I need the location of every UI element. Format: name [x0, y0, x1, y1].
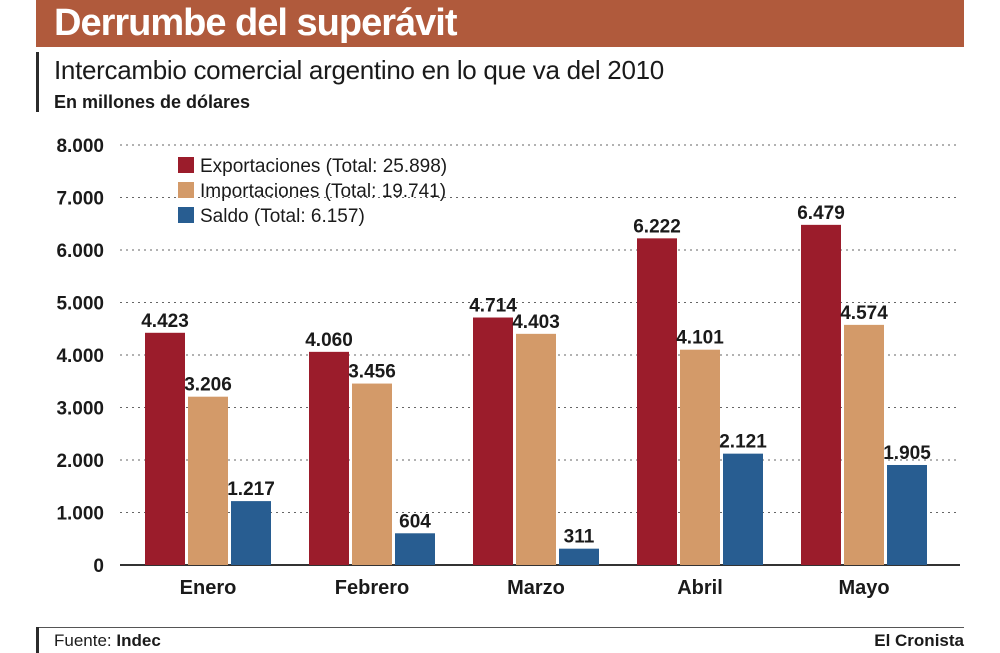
bar — [887, 464, 927, 565]
source-value: Indec — [116, 631, 161, 650]
legend-label: Saldo (Total: 6.157) — [200, 206, 365, 227]
bar — [844, 324, 884, 565]
bar — [188, 396, 228, 565]
bar — [680, 349, 720, 565]
title-accent-line — [36, 52, 39, 112]
y-tick-label: 6.000 — [56, 241, 104, 262]
x-tick-label: Mayo — [838, 577, 889, 599]
bar-value-label: 6.479 — [797, 203, 845, 224]
bar — [395, 533, 435, 565]
bar-value-label: 3.456 — [348, 362, 396, 383]
bar-value-label: 311 — [564, 527, 595, 548]
x-tick-label: Febrero — [335, 577, 409, 599]
bar — [145, 332, 185, 565]
y-tick-label: 7.000 — [56, 189, 104, 210]
bar-value-label: 4.101 — [676, 328, 724, 349]
bar-value-label: 4.714 — [469, 296, 517, 317]
bar — [231, 501, 271, 565]
bar — [559, 548, 599, 565]
bar-value-label: 4.403 — [512, 312, 560, 333]
y-tick-label: 3.000 — [56, 399, 104, 420]
bar-value-label: 6.222 — [633, 216, 681, 237]
legend-label: Exportaciones (Total: 25.898) — [200, 156, 447, 177]
bar — [637, 238, 677, 565]
footer-accent-line — [36, 627, 39, 653]
bar-value-label: 1.217 — [227, 479, 275, 500]
bar — [516, 333, 556, 565]
footer-divider — [36, 627, 964, 628]
bar-value-label: 4.060 — [305, 330, 353, 351]
brand-label: El Cronista — [874, 631, 964, 650]
bar-value-label: 2.121 — [719, 432, 767, 453]
bar — [723, 453, 763, 565]
bar — [309, 351, 349, 565]
x-tick-label: Enero — [180, 577, 237, 599]
header-title: Derrumbe del superávit — [54, 2, 457, 44]
legend-swatch — [178, 207, 194, 223]
y-tick-label: 1.000 — [56, 504, 104, 525]
y-tick-label: 0 — [93, 556, 104, 577]
x-tick-label: Abril — [677, 577, 723, 599]
chart-unit: En millones de dólares — [54, 92, 251, 112]
legend-swatch — [178, 182, 194, 198]
chart-title: Intercambio comercial argentino en lo qu… — [54, 55, 664, 85]
bar-value-label: 4.574 — [840, 303, 888, 324]
legend-swatch — [178, 157, 194, 173]
legend-label: Importaciones (Total: 19.741) — [200, 181, 446, 202]
y-tick-label: 4.000 — [56, 346, 104, 367]
bar — [473, 317, 513, 565]
bar-value-label: 3.206 — [184, 375, 232, 396]
bar-value-label: 4.423 — [141, 311, 189, 332]
y-tick-label: 2.000 — [56, 451, 104, 472]
bar-value-label: 604 — [399, 511, 431, 532]
bar-value-label: 1.905 — [883, 443, 931, 464]
source-label: Fuente: — [54, 631, 112, 650]
bar — [352, 383, 392, 565]
header-banner: Derrumbe del superávit — [36, 0, 964, 47]
bar — [801, 224, 841, 566]
y-tick-label: 8.000 — [56, 136, 104, 157]
source-note: Fuente: Indec — [54, 631, 161, 651]
x-tick-label: Marzo — [507, 577, 565, 599]
y-tick-label: 5.000 — [56, 294, 104, 315]
